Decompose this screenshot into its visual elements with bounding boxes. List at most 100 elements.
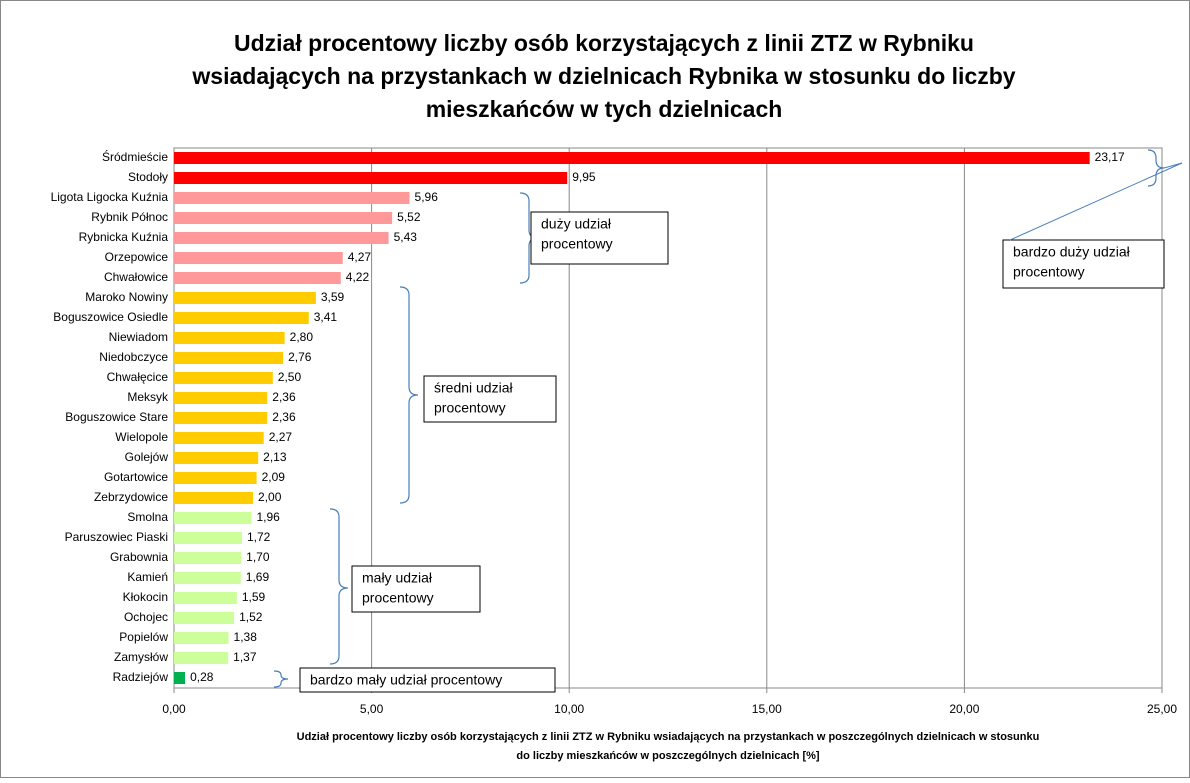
- x-tick-label: 20,00: [949, 702, 979, 716]
- data-label: 2,36: [272, 390, 296, 404]
- x-axis-label: do liczby mieszkańców w poszczególnych d…: [516, 750, 820, 762]
- bar: [174, 152, 1090, 164]
- x-tick-label: 15,00: [752, 702, 782, 716]
- chart-title: Udział procentowy liczby osób korzystają…: [234, 30, 974, 56]
- x-tick-label: 10,00: [554, 702, 584, 716]
- y-tick-label: Zebrzydowice: [94, 490, 168, 504]
- bar: [174, 632, 229, 644]
- data-label: 4,27: [348, 250, 372, 264]
- bar: [174, 612, 235, 624]
- bar: [174, 472, 257, 484]
- y-tick-label: Rybnik Północ: [91, 210, 168, 224]
- data-label: 2,27: [269, 430, 293, 444]
- data-label: 2,76: [288, 350, 312, 364]
- y-tick-label: Ligota Ligocka Kuźnia: [51, 190, 169, 204]
- annotation-box: [1002, 239, 1165, 289]
- annotation-text: bardzo mały udział procentowy: [310, 672, 502, 688]
- bar: [174, 352, 284, 364]
- annotation-box: [351, 565, 481, 613]
- y-tick-label: Meksyk: [127, 390, 169, 404]
- data-label: 2,09: [262, 470, 286, 484]
- x-tick-label: 0,00: [162, 702, 186, 716]
- y-tick-label: Radziejów: [113, 670, 169, 684]
- data-label: 1,69: [246, 570, 270, 584]
- y-tick-label: Maroko Nowiny: [85, 290, 168, 304]
- annotation-text: średni udział: [434, 380, 513, 396]
- bar: [174, 252, 343, 264]
- y-tick-label: Śródmieście: [102, 149, 168, 164]
- y-tick-label: Gotartowice: [104, 470, 168, 484]
- y-tick-label: Niedobczyce: [99, 350, 168, 364]
- bar: [174, 412, 268, 424]
- annotation-box: [423, 375, 557, 423]
- brace: [273, 670, 289, 688]
- annotation-box: [299, 667, 556, 693]
- data-label: 2,13: [263, 450, 287, 464]
- y-tick-label: Golejów: [125, 450, 169, 464]
- bar: [174, 232, 389, 244]
- data-label: 5,96: [415, 190, 439, 204]
- bar: [174, 392, 268, 404]
- x-tick-label: 25,00: [1147, 702, 1177, 716]
- y-tick-label: Kamień: [127, 570, 168, 584]
- data-label: 5,52: [397, 210, 421, 224]
- annotation-text: bardzo duży udział: [1013, 244, 1131, 260]
- x-tick-label: 5,00: [360, 702, 384, 716]
- data-label: 1,96: [256, 510, 280, 524]
- annotation-text: procentowy: [434, 400, 506, 416]
- data-label: 2,00: [258, 490, 282, 504]
- bar: [174, 492, 254, 504]
- bar: [174, 172, 568, 184]
- data-label: 5,43: [394, 230, 418, 244]
- data-label: 3,59: [321, 290, 345, 304]
- data-label: 1,72: [247, 530, 271, 544]
- data-label: 2,50: [278, 370, 302, 384]
- bar: [174, 512, 252, 524]
- y-tick-label: Ochojec: [124, 610, 168, 624]
- y-tick-label: Chwałęcice: [107, 370, 169, 384]
- bar: [174, 212, 393, 224]
- y-tick-label: Paruszowiec Piaski: [65, 530, 168, 544]
- y-tick-label: Boguszowice Osiedle: [53, 310, 168, 324]
- bar: [174, 672, 186, 684]
- annotation-text: duży udział: [541, 216, 612, 232]
- chart-title: wsiadających na przystankach w dzielnica…: [191, 63, 1015, 89]
- y-tick-label: Kłokocin: [123, 590, 168, 604]
- annotation-text: mały udział: [362, 570, 433, 586]
- data-label: 1,52: [239, 610, 263, 624]
- x-axis-label: Udział procentowy liczby osób korzystają…: [297, 731, 1040, 743]
- annotation-text: procentowy: [541, 236, 613, 252]
- y-tick-label: Rybnicka Kuźnia: [79, 230, 169, 244]
- data-label: 23,17: [1095, 150, 1125, 164]
- brace: [329, 508, 349, 665]
- y-tick-label: Orzepowice: [105, 250, 169, 264]
- y-tick-label: Smolna: [127, 510, 168, 524]
- bar: [174, 372, 273, 384]
- bar: [174, 332, 285, 344]
- data-label: 4,22: [346, 270, 370, 284]
- y-tick-label: Chwałowice: [104, 270, 168, 284]
- y-tick-label: Popielów: [119, 630, 168, 644]
- annotation-box: [530, 211, 669, 265]
- brace: [399, 286, 419, 504]
- connector: [1009, 162, 1183, 241]
- annotation-text: procentowy: [1013, 264, 1085, 280]
- bar: [174, 452, 259, 464]
- bar: [174, 572, 241, 584]
- y-tick-label: Zamysłów: [114, 650, 168, 664]
- data-label: 2,36: [272, 410, 296, 424]
- bar: [174, 312, 309, 324]
- annotation-text: procentowy: [362, 590, 434, 606]
- bar: [174, 432, 264, 444]
- data-label: 2,80: [290, 330, 314, 344]
- data-label: 3,41: [314, 310, 338, 324]
- data-label: 1,38: [234, 630, 258, 644]
- y-tick-label: Stodoły: [128, 170, 168, 184]
- data-label: 1,37: [233, 650, 257, 664]
- bar: [174, 552, 242, 564]
- bar: [174, 192, 410, 204]
- y-tick-label: Niewiadom: [109, 330, 168, 344]
- y-tick-label: Boguszowice Stare: [65, 410, 168, 424]
- bar: [174, 592, 237, 604]
- bar: [174, 532, 242, 544]
